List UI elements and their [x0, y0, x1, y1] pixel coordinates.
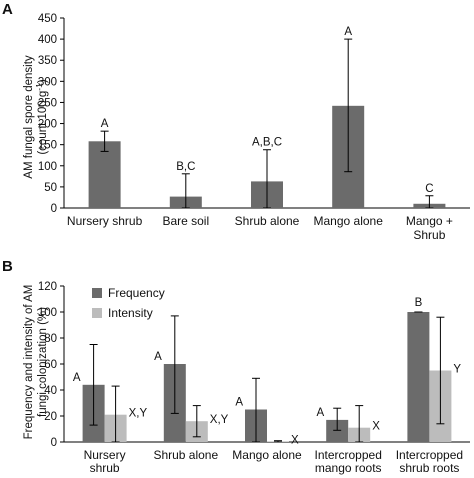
chart-a-ytick-label: 450	[38, 13, 57, 25]
chart-b-significance-label: X,Y	[129, 408, 148, 420]
chart-b-bar-frequency	[407, 312, 430, 442]
chart-a-category-label: Bare soil	[162, 214, 209, 228]
chart-a-category-label: Nursery shrub	[67, 214, 143, 228]
chart-b-significance-label: X,Y	[210, 414, 229, 426]
chart-a-category-label: Shrub	[413, 228, 445, 242]
chart-a-significance-label: A,B,C	[252, 137, 282, 149]
chart-a-ytick-label: 150	[38, 140, 57, 152]
chart-b-ylabel-line1: Frequency and intensity of AM	[23, 285, 35, 440]
chart-a-ytick-label: 350	[38, 55, 57, 67]
chart-a-ytick-label: 50	[44, 182, 57, 194]
chart-a-ytick-label: 200	[38, 119, 57, 131]
chart-b-significance-label: X	[291, 434, 299, 446]
chart-b-ytick-label: 80	[44, 333, 57, 345]
chart-b-legend-swatch-frequency	[92, 288, 102, 298]
chart-a-significance-label: A	[344, 26, 352, 38]
chart-b-category-label: shrub roots	[399, 461, 459, 475]
chart-b-category-label: Intercropped	[396, 448, 463, 462]
chart-a-category-label: Mango +	[406, 214, 453, 228]
chart-b-bar-frequency	[326, 419, 349, 442]
chart-b-ytick-label: 40	[44, 385, 57, 397]
chart-b-ytick-label: 0	[51, 437, 57, 449]
chart-b-significance-label: A	[73, 372, 81, 384]
chart-a-ytick-label: 250	[38, 97, 57, 109]
chart-b-significance-label: A	[154, 351, 162, 363]
chart-b-legend-label-intensity: Intensity	[108, 306, 153, 320]
chart-b-category-label: Nursery	[84, 448, 126, 462]
chart-a-ytick-label: 100	[38, 161, 57, 173]
chart-b-significance-label: A	[235, 397, 243, 409]
chart-b-significance-label: A	[317, 407, 325, 419]
chart-a-ylabel-line1: AM fungal spore density	[23, 55, 35, 179]
chart-b-significance-label: X	[372, 421, 380, 433]
chart-b-ytick-label: 20	[44, 411, 57, 423]
chart-b-ylabel-line2: fungi colonization (%)	[37, 307, 49, 417]
chart-b-ytick-label: 100	[38, 307, 57, 319]
chart-a-bar	[88, 141, 121, 208]
panel-a-letter: A	[2, 1, 13, 18]
chart-a-ytick-label: 300	[38, 76, 57, 88]
chart-b: Frequency and intensity of AM fungi colo…	[23, 281, 470, 475]
chart-a-significance-label: B,C	[176, 161, 195, 173]
chart-a-ylabel-line2: (count 100 g-1)	[34, 79, 49, 155]
chart-b-legend-label-frequency: Frequency	[108, 286, 165, 300]
chart-a: AM fungal spore density (count 100 g-1) …	[23, 13, 470, 242]
chart-b-ytick-label: 60	[44, 359, 57, 371]
chart-a-significance-label: A	[101, 118, 109, 130]
chart-a-category-label: Mango alone	[314, 214, 384, 228]
chart-b-significance-label: Y	[453, 364, 461, 376]
chart-b-category-label: mango roots	[315, 461, 382, 475]
chart-b-legend-swatch-intensity	[92, 308, 102, 318]
chart-a-ytick-label: 400	[38, 34, 57, 46]
chart-b-category-label: Mango alone	[232, 448, 302, 462]
chart-b-category-label: shrub	[90, 461, 120, 475]
panel-b-letter: B	[2, 258, 13, 275]
chart-b-significance-label: B	[415, 297, 423, 309]
chart-a-significance-label: C	[425, 183, 433, 195]
chart-b-category-label: Intercropped	[315, 448, 382, 462]
chart-b-category-label: Shrub alone	[153, 448, 218, 462]
chart-a-category-label: Shrub alone	[235, 214, 300, 228]
chart-b-ytick-label: 120	[38, 281, 57, 293]
chart-a-ytick-label: 0	[51, 203, 57, 215]
